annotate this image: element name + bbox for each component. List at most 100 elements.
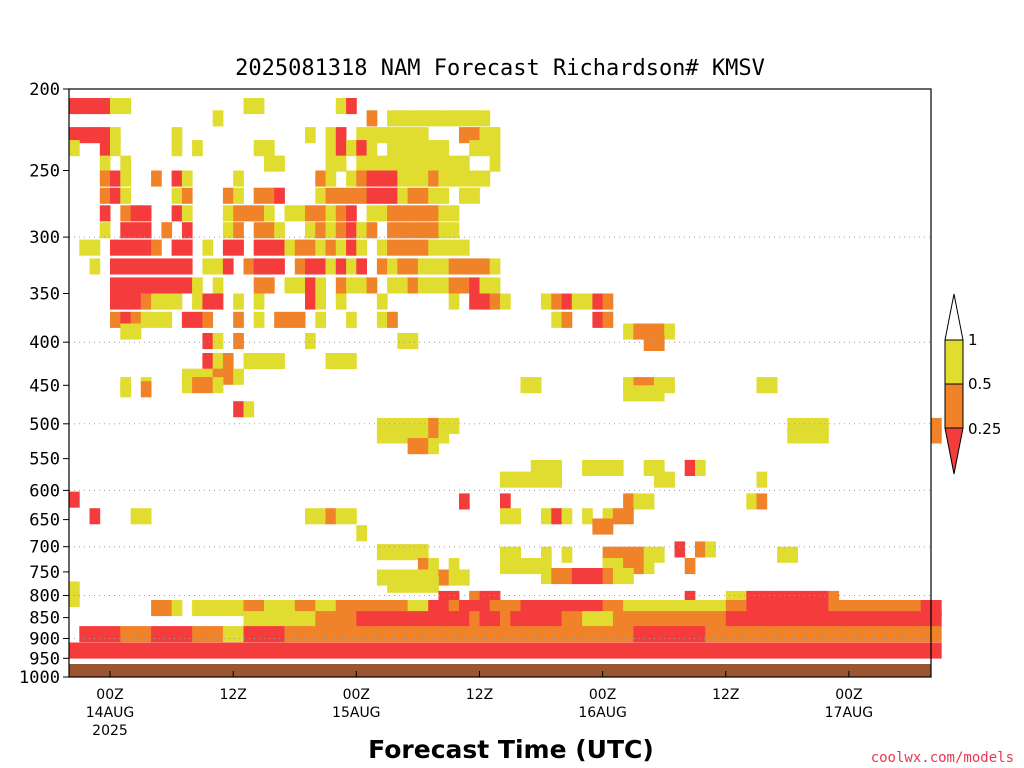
heatmap-cell-261 bbox=[356, 239, 367, 256]
heatmap-cell-350 bbox=[274, 353, 285, 370]
heatmap-cell-661 bbox=[756, 611, 768, 628]
heatmap-cell-738 bbox=[684, 626, 696, 643]
heatmap-cell-225 bbox=[469, 187, 480, 204]
heatmap-cell-293 bbox=[335, 277, 347, 294]
heatmap-cell-160 bbox=[397, 127, 409, 144]
heatmap-cell-782 bbox=[264, 642, 275, 659]
heatmap-cell-48 bbox=[140, 239, 152, 256]
heatmap-cell-148 bbox=[428, 110, 439, 127]
heatmap-cell-688 bbox=[171, 626, 183, 643]
heatmap-cell-113 bbox=[274, 239, 285, 256]
heatmap-cell-170 bbox=[356, 140, 367, 157]
heatmap-cell-438 bbox=[756, 493, 768, 510]
heatmap-cell-471 bbox=[633, 546, 645, 563]
heatmap-cell-178 bbox=[469, 140, 480, 157]
heatmap-cell-814 bbox=[592, 642, 604, 659]
heatmap-cell-710 bbox=[397, 626, 409, 643]
heatmap-cell-647 bbox=[612, 611, 624, 628]
heatmap-cell-190 bbox=[428, 155, 439, 172]
heatmap-cell-544 bbox=[253, 600, 265, 617]
heatmap-cell-109 bbox=[222, 239, 234, 256]
heatmap-cell-801 bbox=[459, 642, 470, 659]
heatmap-cell-167 bbox=[325, 140, 337, 157]
heatmap-cell-157 bbox=[366, 127, 378, 144]
heatmap-cell-395 bbox=[417, 427, 429, 444]
colorbar-bin-orange bbox=[944, 383, 964, 429]
heatmap-cell-577 bbox=[592, 600, 604, 617]
heatmap-cell-709 bbox=[387, 626, 398, 643]
heatmap-cell-490 bbox=[633, 558, 645, 575]
heatmap-cell-119 bbox=[253, 258, 265, 275]
heatmap-cell-91 bbox=[274, 155, 285, 172]
heatmap-cell-787 bbox=[315, 642, 326, 659]
heatmap-cell-102 bbox=[284, 205, 296, 222]
heatmap-cell-337 bbox=[623, 323, 634, 340]
heatmap-cell-543 bbox=[243, 600, 255, 617]
heatmap-cell-730 bbox=[602, 626, 614, 643]
colorbar-label-1: 0.5 bbox=[968, 375, 992, 393]
heatmap-cell-303 bbox=[448, 277, 460, 294]
heatmap-cell-603 bbox=[859, 600, 870, 617]
heatmap-cell-419 bbox=[653, 459, 665, 476]
heatmap-cell-0 bbox=[69, 98, 80, 115]
heatmap-cell-151 bbox=[459, 110, 470, 127]
heatmap-cell-254 bbox=[448, 222, 460, 239]
heatmap-cell-736 bbox=[664, 626, 675, 643]
x-tick-label-12-0: 12Z bbox=[219, 687, 246, 703]
heatmap-cell-612 bbox=[253, 611, 265, 628]
heatmap-cell-802 bbox=[469, 642, 480, 659]
heatmap-cell-524 bbox=[725, 590, 737, 607]
heatmap-cell-749 bbox=[797, 626, 809, 643]
heatmap-cell-371 bbox=[633, 377, 645, 394]
heatmap-cell-417 bbox=[612, 459, 624, 476]
heatmap-cell-387 bbox=[417, 417, 429, 434]
heatmap-cell-439 bbox=[89, 508, 101, 525]
heatmap-cell-590 bbox=[725, 600, 737, 617]
heatmap-cell-306 bbox=[479, 277, 491, 294]
heatmap-cell-478 bbox=[787, 546, 798, 563]
heatmap-cell-735 bbox=[653, 626, 665, 643]
heatmap-cell-676 bbox=[910, 611, 922, 628]
heatmap-cell-364 bbox=[202, 377, 214, 394]
heatmap-cell-54 bbox=[120, 258, 131, 275]
heatmap-cell-134 bbox=[202, 311, 214, 328]
heatmap-cell-533 bbox=[818, 590, 829, 607]
heatmap-cell-281 bbox=[417, 258, 429, 275]
heatmap-cell-800 bbox=[448, 642, 460, 659]
heatmap-cell-441 bbox=[140, 508, 152, 525]
y-tick-label-500: 500 bbox=[29, 415, 60, 435]
heatmap-cell-669 bbox=[838, 611, 850, 628]
heatmap-cell-121 bbox=[274, 258, 285, 275]
heatmap-cell-465 bbox=[510, 546, 521, 563]
heatmap-cell-513 bbox=[407, 576, 419, 593]
heatmap-cell-559 bbox=[407, 600, 419, 617]
heatmap-cell-404 bbox=[818, 417, 829, 434]
heatmap-cell-508 bbox=[602, 568, 614, 585]
heatmap-cell-137 bbox=[274, 311, 285, 328]
heatmap-cell-342 bbox=[643, 334, 655, 351]
colorbar-bottom-arrow bbox=[944, 427, 964, 475]
heatmap-cell-183 bbox=[356, 155, 367, 172]
heatmap-cell-204 bbox=[417, 170, 429, 187]
y-tick-label-850: 850 bbox=[29, 609, 60, 629]
x-axis-ticks: 00Z 14AUG 2025 12Z 00Z 15AUG 12Z 00Z 16AUG 12Z 00Z… bbox=[86, 671, 873, 739]
heatmap-cell-597 bbox=[797, 600, 809, 617]
heatmap-cell-779 bbox=[233, 642, 244, 659]
ground-surface bbox=[69, 664, 931, 677]
heatmap-cell-242 bbox=[315, 222, 326, 239]
y-tick-label-400: 400 bbox=[29, 333, 60, 353]
heatmap-cell-146 bbox=[407, 110, 419, 127]
heatmap-cell-715 bbox=[448, 626, 460, 643]
heatmap-cell-369 bbox=[530, 377, 542, 394]
heatmap-cell-649 bbox=[633, 611, 645, 628]
heatmap-cell-388 bbox=[428, 417, 439, 434]
heatmap-cell-162 bbox=[417, 127, 429, 144]
heatmap-cell-326 bbox=[541, 293, 552, 310]
heatmap-cell-30 bbox=[181, 187, 193, 204]
heatmap-cell-383 bbox=[376, 417, 388, 434]
heatmap-cell-108 bbox=[202, 239, 214, 256]
heatmap-cell-65 bbox=[151, 277, 162, 294]
heatmap-cell-189 bbox=[417, 155, 429, 172]
heatmap-cell-12 bbox=[171, 127, 183, 144]
x-tick-label-24-1: 15AUG bbox=[332, 705, 381, 721]
